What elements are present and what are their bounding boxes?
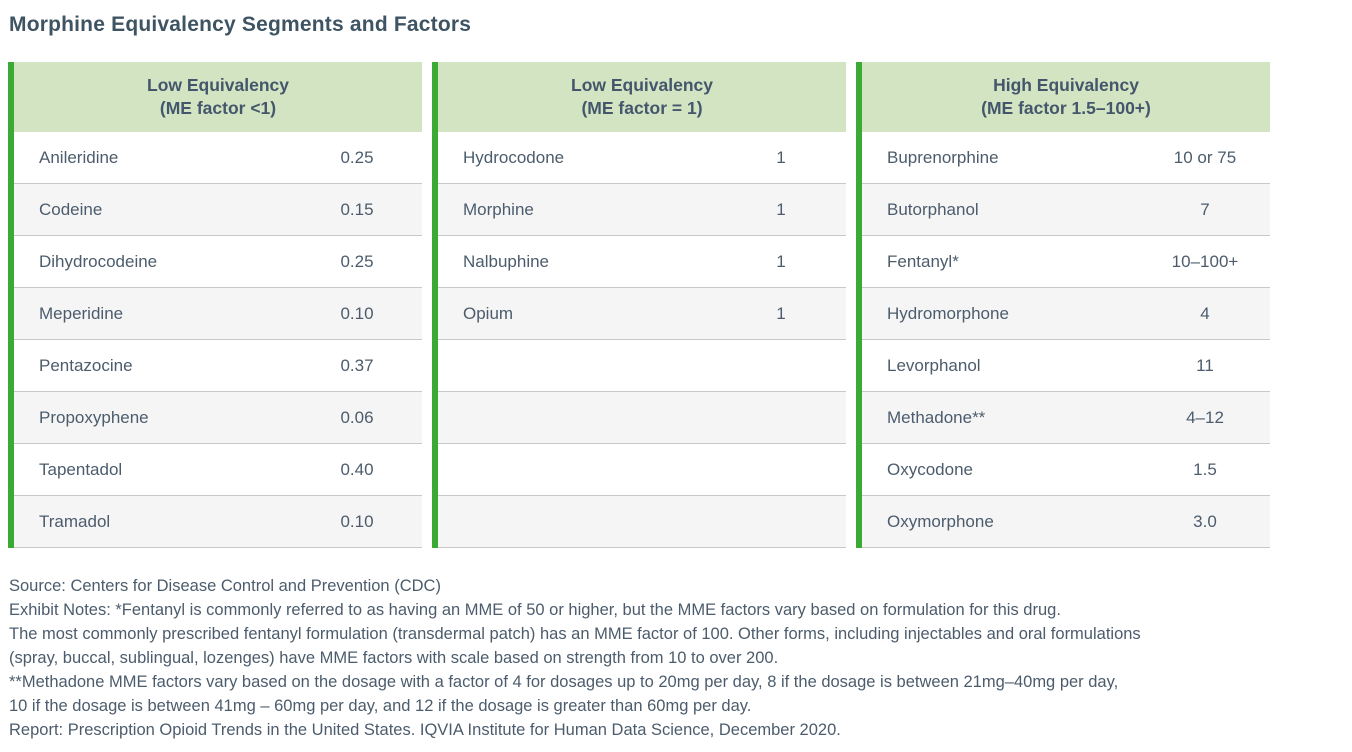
me-factor-value: 0.25 [340, 147, 374, 167]
table-row: Pentazocine 0.37 [14, 340, 422, 392]
drug-name: Anileridine [39, 147, 119, 167]
table-high-equivalency: High Equivalency (ME factor 1.5–100+) Bu… [856, 62, 1270, 548]
table-rows: Anileridine 0.25 Codeine 0.15 Dihydrocod… [14, 132, 422, 548]
drug-name: Hydromorphone [887, 303, 1009, 323]
me-factor-value: 1 [776, 199, 786, 219]
table-row: Codeine 0.15 [14, 184, 422, 236]
drug-name: Codeine [39, 199, 103, 219]
table-header-line2: (ME factor 1.5–100+) [981, 98, 1151, 118]
me-factor-value: 4 [1200, 303, 1210, 323]
table-row: Oxymorphone 3.0 [862, 496, 1270, 548]
me-factor-value: 1 [776, 147, 786, 167]
table-row: Nalbuphine 1 [438, 236, 846, 288]
table-row-empty [438, 340, 846, 392]
table-row-empty [438, 444, 846, 496]
table-header-line1: High Equivalency [993, 75, 1139, 96]
exhibit-note-line: Exhibit Notes: *Fentanyl is commonly ref… [9, 601, 1061, 619]
drug-name: Pentazocine [39, 355, 133, 375]
table-row: Hydrocodone 1 [438, 132, 846, 184]
me-factor-value: 11 [1196, 355, 1214, 375]
table-row: Meperidine 0.10 [14, 288, 422, 340]
drug-name: Levorphanol [887, 355, 981, 375]
me-factor-value: 0.06 [340, 407, 374, 427]
table-row-empty [438, 392, 846, 444]
table-row: Levorphanol 11 [862, 340, 1270, 392]
drug-name: Propoxyphene [39, 407, 149, 427]
source-note: Source: Centers for Disease Control and … [9, 577, 441, 595]
me-factor-value: 0.10 [340, 303, 374, 323]
drug-name: Butorphanol [887, 199, 979, 219]
drug-name: Oxymorphone [887, 511, 994, 531]
me-factor-value: 1 [776, 251, 786, 271]
me-factor-value: 10–100+ [1171, 251, 1239, 271]
table-row: Tramadol 0.10 [14, 496, 422, 548]
table-header-line2: (ME factor = 1) [581, 98, 703, 118]
me-factor-value: 0.15 [340, 199, 374, 219]
table-header: Low Equivalency (ME factor <1) [14, 62, 422, 132]
table-rows: Buprenorphine 10 or 75 Butorphanol 7 Fen… [862, 132, 1270, 548]
table-row: Hydromorphone 4 [862, 288, 1270, 340]
drug-name: Dihydrocodeine [39, 251, 158, 271]
drug-name: Methadone** [887, 407, 986, 427]
me-factor-value: 0.25 [340, 251, 374, 271]
footnotes: Source: Centers for Disease Control and … [9, 574, 1352, 742]
table-rows: Hydrocodone 1 Morphine 1 Nalbuphine 1 Op… [438, 132, 846, 548]
drug-name: Tapentadol [39, 459, 123, 479]
drug-name: Fentanyl* [887, 251, 959, 271]
exhibit-note-line: The most commonly prescribed fentanyl fo… [9, 625, 1141, 643]
me-factor-value: 3.0 [1193, 511, 1217, 531]
drug-name: Morphine [463, 199, 534, 219]
drug-name: Tramadol [39, 511, 111, 531]
table-header: Low Equivalency (ME factor = 1) [438, 62, 846, 132]
exhibit-note-line: (spray, buccal, sublingual, lozenges) ha… [9, 649, 779, 667]
table-row: Buprenorphine 10 or 75 [862, 132, 1270, 184]
table-low-equivalency-eq1: Low Equivalency (ME factor = 1) Hydrocod… [432, 62, 846, 548]
table-row: Dihydrocodeine 0.25 [14, 236, 422, 288]
me-factor-value: 7 [1200, 199, 1210, 219]
table-row: Propoxyphene 0.06 [14, 392, 422, 444]
me-factor-value: 0.37 [340, 355, 374, 375]
drug-name: Meperidine [39, 303, 124, 323]
me-factor-value: 0.10 [340, 511, 374, 531]
page-title: Morphine Equivalency Segments and Factor… [9, 13, 472, 36]
me-factor-value: 4–12 [1186, 407, 1224, 427]
table-row: Anileridine 0.25 [14, 132, 422, 184]
report-note: Report: Prescription Opioid Trends in th… [9, 721, 841, 739]
table-row: Butorphanol 7 [862, 184, 1270, 236]
exhibit-note-line: 10 if the dosage is between 41mg – 60mg … [9, 697, 752, 715]
exhibit-note-line: **Methadone MME factors vary based on th… [9, 673, 1119, 691]
table-row: Fentanyl* 10–100+ [862, 236, 1270, 288]
table-low-equivalency-lt1: Low Equivalency (ME factor <1) Anileridi… [8, 62, 422, 548]
drug-name: Nalbuphine [463, 251, 550, 271]
me-factor-value: 0.40 [340, 459, 374, 479]
me-factor-value: 10 or 75 [1173, 147, 1237, 167]
drug-name: Hydrocodone [463, 147, 565, 167]
table-row: Tapentadol 0.40 [14, 444, 422, 496]
table-row: Oxycodone 1.5 [862, 444, 1270, 496]
equivalency-tables: Low Equivalency (ME factor <1) Anileridi… [8, 62, 1352, 548]
table-row: Morphine 1 [438, 184, 846, 236]
drug-name: Oxycodone [887, 459, 973, 479]
me-factor-value: 1.5 [1193, 459, 1217, 479]
table-row-empty [438, 496, 846, 548]
table-row: Opium 1 [438, 288, 846, 340]
table-header-line1: Low Equivalency [147, 75, 289, 96]
drug-name: Buprenorphine [887, 147, 999, 167]
table-header-line1: Low Equivalency [571, 75, 713, 96]
drug-name: Opium [463, 303, 514, 323]
table-row: Methadone** 4–12 [862, 392, 1270, 444]
table-header-line2: (ME factor <1) [159, 98, 277, 118]
table-header: High Equivalency (ME factor 1.5–100+) [862, 62, 1270, 132]
me-factor-value: 1 [776, 303, 786, 323]
